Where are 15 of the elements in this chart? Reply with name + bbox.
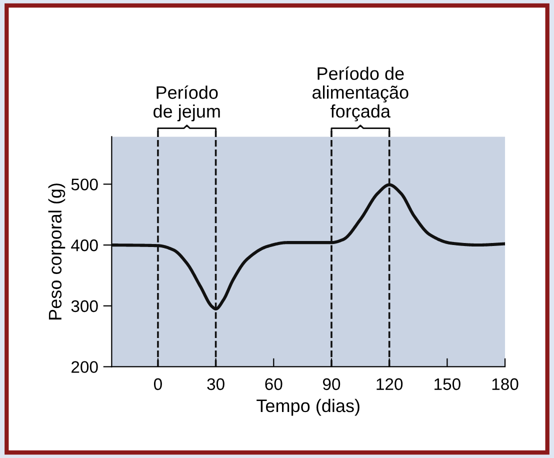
x-tick-label: 120 — [376, 378, 403, 390]
x-tick-label: 90 — [323, 378, 340, 390]
y-tick-label: 400 — [71, 239, 98, 252]
text: Período de jejum — [154, 85, 220, 122]
y-tick-label: 300 — [71, 300, 98, 312]
x-tick-label: 30 — [207, 378, 224, 390]
y-axis-title: Peso corporal (g) — [48, 184, 66, 320]
y-tick-label: 200 — [72, 361, 98, 373]
x-tick-label: 150 — [434, 378, 460, 390]
text: Período de alimentação forçada — [312, 66, 408, 122]
x-tick-label: 180 — [492, 378, 518, 390]
x-axis-title: Tempo (dias) — [256, 398, 360, 416]
x-tick-label: 60 — [265, 378, 282, 390]
x-tick-label: 0 — [154, 378, 162, 390]
y-tick-label: 500 — [71, 178, 98, 190]
